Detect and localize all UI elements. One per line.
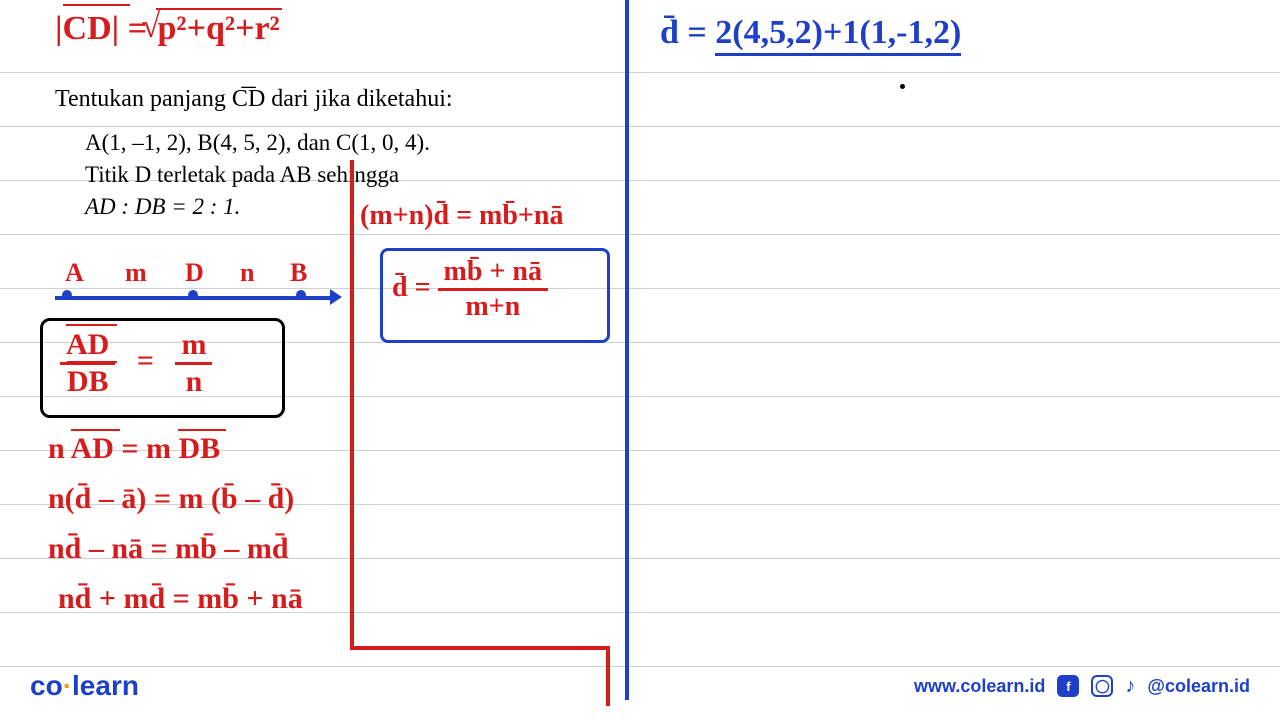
right-eq-text: d̄ = 2(4,5,2)+1(1,-1,2) bbox=[660, 14, 961, 56]
segment-label-m: m bbox=[125, 258, 147, 288]
segment-label-D: D bbox=[185, 258, 204, 288]
logo: co·learn bbox=[30, 670, 139, 702]
red-vertical-bar bbox=[350, 160, 354, 650]
deriv-eq3: nd̄ – nā = mb̄ – md̄ bbox=[48, 532, 289, 566]
footer: co·learn www.colearn.id f ◯ ♪ @colearn.i… bbox=[0, 670, 1280, 702]
eq-cd-mag-text: |CD| = √ p²+q²+r² bbox=[55, 10, 282, 47]
segment-label-A: A bbox=[65, 258, 84, 288]
ratio-left-frac: AD DB bbox=[60, 328, 115, 399]
tiktok-icon[interactable]: ♪ bbox=[1125, 675, 1135, 698]
deriv-eq2: n(d̄ – ā) = m (b̄ – d̄) bbox=[48, 482, 294, 516]
red-horizontal-step bbox=[350, 646, 610, 650]
segment-arrow bbox=[330, 289, 342, 305]
ratio-right-frac: m n bbox=[175, 328, 212, 399]
problem-line-4: AD : DB = 2 : 1. bbox=[85, 194, 240, 220]
footer-url[interactable]: www.colearn.id bbox=[914, 676, 1045, 697]
segment-dot-B bbox=[296, 290, 306, 300]
segment-label-n: n bbox=[240, 258, 254, 288]
equation-cd-magnitude: |CD| = √ p²+q²+r² bbox=[55, 10, 282, 48]
segment-dot-A bbox=[62, 290, 72, 300]
right-eq-d: d̄ = 2(4,5,2)+1(1,-1,2) bbox=[660, 14, 961, 52]
ratio-equation: AD DB = m n bbox=[60, 328, 212, 399]
formula-box-content: d̄ = mb̄ + nā m+n bbox=[392, 256, 548, 323]
problem-text-1: Tentukan panjang C͞D dari jika diketahui… bbox=[55, 86, 453, 112]
facebook-icon[interactable]: f bbox=[1057, 675, 1079, 697]
problem-line-2: A(1, –1, 2), B(4, 5, 2), dan C(1, 0, 4). bbox=[85, 130, 430, 156]
segment-dot-D bbox=[188, 290, 198, 300]
problem-text-2: A(1, –1, 2), B(4, 5, 2), dan C(1, 0, 4). bbox=[85, 130, 430, 155]
logo-dot-icon: · bbox=[63, 670, 72, 701]
logo-co: co bbox=[30, 670, 63, 701]
deriv-eq4: nd̄ + md̄ = mb̄ + nā bbox=[58, 582, 303, 616]
problem-line-1: Tentukan panjang C͞D dari jika diketahui… bbox=[55, 86, 453, 113]
problem-text-4: AD : DB = 2 : 1. bbox=[85, 194, 240, 219]
logo-learn: learn bbox=[72, 670, 139, 701]
deriv-top-right: (m+n)d̄ = mb̄+nā bbox=[360, 200, 563, 232]
deriv-eq1: n AD = m DB bbox=[48, 432, 220, 466]
right-eq-dot bbox=[900, 84, 905, 89]
instagram-icon[interactable]: ◯ bbox=[1091, 675, 1113, 697]
segment-label-B: B bbox=[290, 258, 307, 288]
content-layer: |CD| = √ p²+q²+r² Tentukan panjang C͞D d… bbox=[0, 0, 1280, 720]
footer-right: www.colearn.id f ◯ ♪ @colearn.id bbox=[914, 675, 1250, 698]
footer-handle[interactable]: @colearn.id bbox=[1147, 676, 1250, 697]
